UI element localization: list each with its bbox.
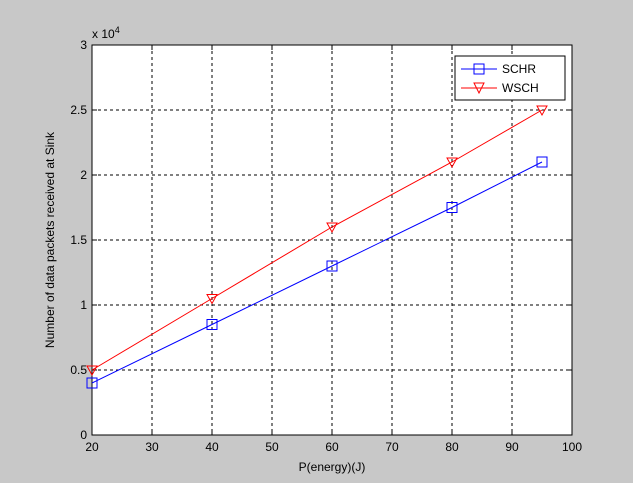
y-multiplier-label: x 104	[92, 25, 120, 41]
data-point-wsch	[536, 105, 548, 117]
x-tick-label: 80	[445, 440, 459, 454]
y-tick-label: 2.5	[70, 103, 87, 117]
data-point-schr	[86, 377, 98, 389]
x-tick-label: 90	[505, 440, 519, 454]
series-line-schr	[91, 161, 543, 384]
data-point-wsch	[326, 222, 338, 234]
y-tick-label: 0.5	[70, 363, 87, 377]
data-point-schr	[446, 202, 458, 213]
x-tick-label: 60	[325, 440, 339, 454]
legend-label-wsch: WSCH	[502, 81, 539, 95]
y-tick-label: 1	[80, 298, 87, 312]
y-axis-label: Number of data packets received at Sink	[43, 131, 57, 348]
data-point-wsch	[206, 294, 218, 305]
data-point-schr	[206, 319, 218, 330]
data-point-wsch	[86, 365, 98, 377]
x-tick-label: 20	[85, 440, 99, 454]
legend: SCHR WSCH	[454, 55, 566, 101]
series-line-wsch	[91, 109, 543, 371]
y-tick-label: 3	[80, 38, 87, 52]
data-point-schr	[536, 156, 548, 168]
data-point-wsch	[446, 157, 458, 169]
x-tick-label: 50	[265, 440, 279, 454]
x-tick-label: 70	[385, 440, 399, 454]
y-multiplier-exponent: 4	[115, 25, 120, 35]
legend-label-schr: SCHR	[502, 62, 536, 76]
legend-marker-schr	[473, 63, 485, 75]
y-tick-label: 2	[80, 168, 87, 182]
x-tick-label: 100	[562, 440, 582, 454]
x-axis-label: P(energy)(J)	[299, 460, 366, 474]
legend-marker-wsch	[473, 82, 485, 95]
y-tick-label: 0	[80, 428, 87, 442]
x-tick-label: 30	[145, 440, 159, 454]
y-tick-label: 1.5	[70, 233, 87, 247]
ticks: 20 30 40 50 60 70 80 90 100 0 0.5 1 1.5 2 2.5 3	[70, 38, 582, 454]
series-layer	[86, 105, 548, 389]
grid	[92, 45, 572, 435]
legend-box	[454, 55, 566, 101]
x-tick-label: 40	[205, 440, 219, 454]
data-point-schr	[326, 260, 338, 272]
